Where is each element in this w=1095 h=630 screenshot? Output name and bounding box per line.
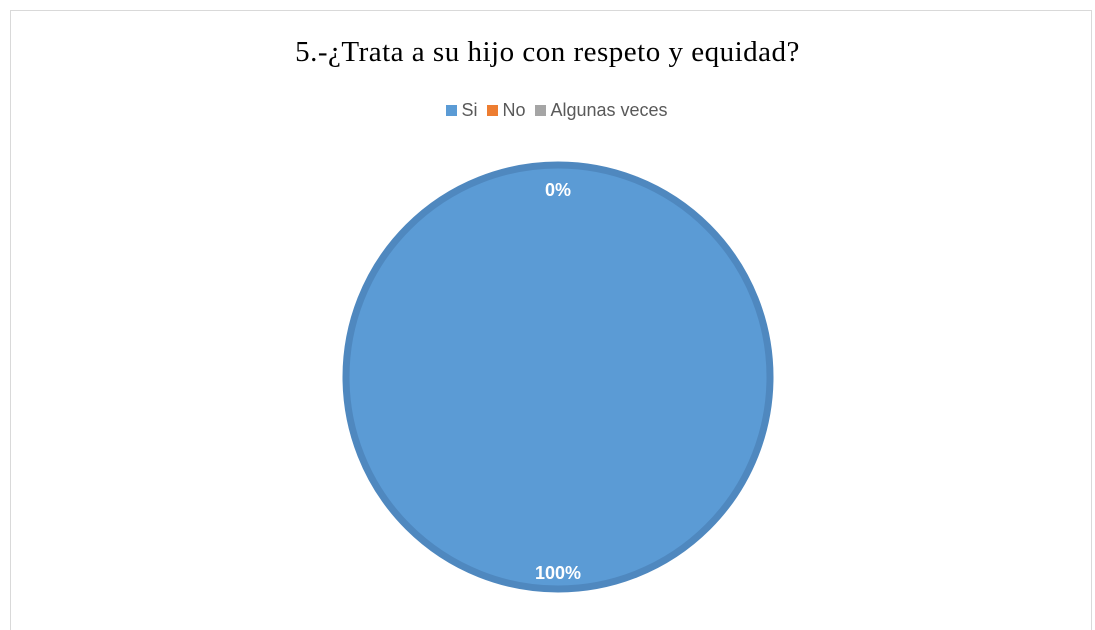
legend-item-algunas-veces: Algunas veces: [535, 100, 668, 121]
chart-title: 5.-¿Trata a su hijo con respeto y equida…: [295, 36, 800, 68]
legend-label-algunas-veces: Algunas veces: [550, 100, 668, 120]
chart-legend: Si No Algunas veces: [0, 100, 1095, 121]
legend-swatch-si: [446, 105, 458, 116]
legend-swatch-no: [487, 105, 499, 116]
legend-swatch-algunas-veces: [535, 105, 547, 116]
pie-slice-si: [342, 161, 774, 593]
data-label-hundred: 100%: [535, 563, 581, 583]
pie-data-labels: 0% 100%: [535, 180, 581, 583]
data-label-zero: 0%: [545, 180, 571, 200]
legend-label-si: Si: [461, 100, 478, 120]
pie-slices: [342, 161, 774, 593]
legend-item-no: No: [487, 100, 525, 121]
legend-label-no: No: [502, 100, 526, 120]
legend-item-si: Si: [446, 100, 477, 121]
